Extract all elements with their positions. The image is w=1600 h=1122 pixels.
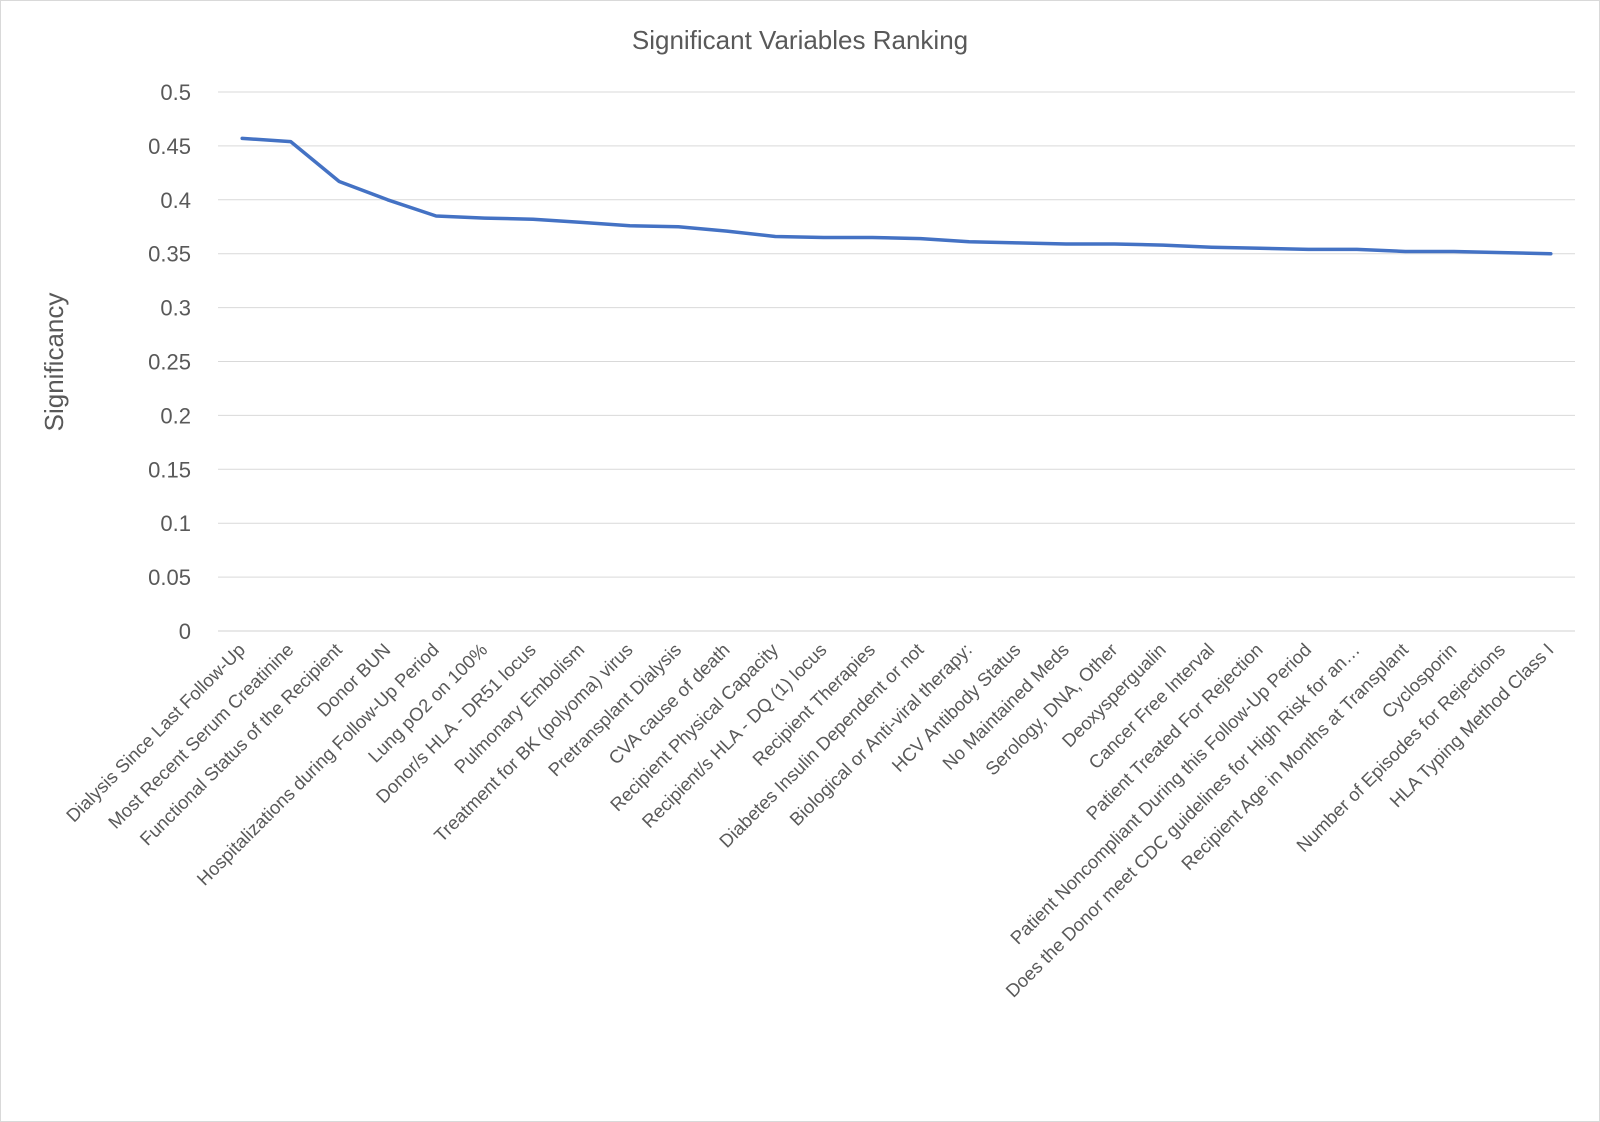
y-tick-label: 0.35 — [148, 242, 191, 267]
y-axis-label: Significancy — [39, 293, 69, 432]
y-tick-label: 0.25 — [148, 350, 191, 375]
y-tick-label: 0.5 — [160, 80, 191, 105]
x-tick-label: Functional Status of the Recipient — [136, 639, 346, 849]
y-tick-label: 0.05 — [148, 565, 191, 590]
y-tick-label: 0 — [179, 619, 191, 644]
y-tick-label: 0.45 — [148, 134, 191, 159]
y-tick-label: 0.1 — [160, 511, 191, 536]
y-tick-labels: 0 0.05 0.1 0.15 0.2 0.25 0.3 0.35 0.4 0.45 0.5 — [148, 80, 191, 644]
y-tick-label: 0.4 — [160, 188, 191, 213]
x-tick-label: Dialysis Since Last Follow-Up — [62, 639, 249, 826]
y-tick-label: 0.15 — [148, 457, 191, 482]
gridlines — [218, 91, 1575, 578]
series-line — [240, 136, 1553, 256]
y-tick-label: 0.3 — [160, 296, 191, 321]
y-tick-label: 0.2 — [160, 403, 191, 428]
chart-title: Significant Variables Ranking — [632, 25, 968, 55]
series-layer — [240, 136, 1553, 256]
